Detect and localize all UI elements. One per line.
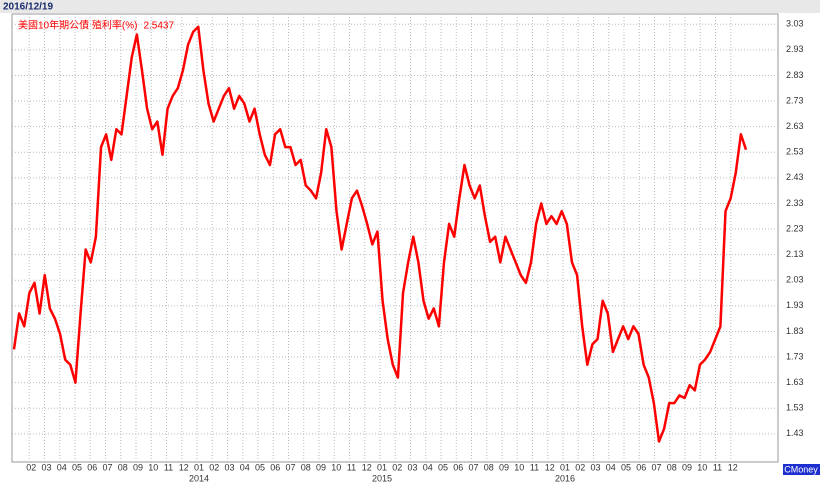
x-tick-label: 07 xyxy=(285,462,295,472)
y-tick-label: 2.43 xyxy=(786,172,804,182)
x-tick-label: 08 xyxy=(484,462,494,472)
x-tick-label: 11 xyxy=(530,462,539,472)
year-label: 2016 xyxy=(555,473,575,483)
x-tick-label: 01 xyxy=(194,462,204,472)
x-tick-label: 06 xyxy=(453,462,463,472)
y-tick-label: 2.63 xyxy=(786,121,804,131)
legend-label: 美國10年期公債 殖利率(%) xyxy=(18,19,137,32)
y-tick-label: 2.93 xyxy=(786,44,804,54)
x-tick-label: 07 xyxy=(651,462,661,472)
x-tick-label: 02 xyxy=(392,462,402,472)
x-tick-label: 03 xyxy=(224,462,234,472)
y-tick-label: 1.43 xyxy=(786,428,804,438)
y-tick-label: 3.03 xyxy=(786,19,804,29)
y-tick-label: 2.13 xyxy=(786,249,804,259)
latest-value: 2.5437 xyxy=(143,21,174,32)
x-tick-label: 03 xyxy=(41,462,51,472)
x-tick-label: 02 xyxy=(26,462,36,472)
x-tick-label: 05 xyxy=(621,462,631,472)
x-tick-label: 08 xyxy=(118,462,128,472)
x-tick-label: 11 xyxy=(347,462,356,472)
x-tick-label: 09 xyxy=(133,462,143,472)
x-tick-label: 11 xyxy=(713,462,722,472)
x-tick-label: 01 xyxy=(377,462,387,472)
y-tick-label: 1.73 xyxy=(786,351,804,361)
x-tick-label: 01 xyxy=(560,462,570,472)
x-tick-label: 12 xyxy=(545,462,555,472)
y-tick-label: 2.73 xyxy=(786,95,804,105)
year-label: 2014 xyxy=(189,473,209,483)
year-label: 2015 xyxy=(372,473,392,483)
y-tick-label: 1.53 xyxy=(786,403,804,413)
x-tick-label: 06 xyxy=(636,462,646,472)
x-tick-label: 08 xyxy=(301,462,311,472)
x-tick-label: 05 xyxy=(438,462,448,472)
y-tick-label: 1.83 xyxy=(786,326,804,336)
x-tick-label: 04 xyxy=(57,462,67,472)
x-tick-label: 10 xyxy=(697,462,707,472)
x-tick-label: 09 xyxy=(682,462,692,472)
x-tick-label: 09 xyxy=(316,462,326,472)
header-bar xyxy=(0,0,820,13)
x-tick-label: 11 xyxy=(164,462,173,472)
watermark-bg xyxy=(783,464,820,475)
x-tick-label: 06 xyxy=(270,462,280,472)
x-tick-label: 08 xyxy=(667,462,677,472)
y-tick-label: 1.63 xyxy=(786,377,804,387)
x-tick-label: 12 xyxy=(728,462,738,472)
x-tick-label: 04 xyxy=(240,462,250,472)
watermark: CMoney xyxy=(784,464,818,474)
x-tick-label: 10 xyxy=(514,462,524,472)
y-tick-label: 2.53 xyxy=(786,147,804,157)
x-tick-label: 03 xyxy=(407,462,417,472)
x-tick-label: 06 xyxy=(87,462,97,472)
x-tick-label: 04 xyxy=(423,462,433,472)
x-tick-label: 02 xyxy=(575,462,585,472)
x-tick-label: 10 xyxy=(148,462,158,472)
x-tick-label: 12 xyxy=(179,462,189,472)
y-tick-label: 2.33 xyxy=(786,198,804,208)
date: 2016/12/19 xyxy=(3,2,53,13)
data-line xyxy=(12,25,748,443)
y-tick-label: 2.23 xyxy=(786,223,804,233)
x-tick-label: 10 xyxy=(331,462,341,472)
y-tick-label: 1.93 xyxy=(786,300,804,310)
x-tick-label: 04 xyxy=(606,462,616,472)
x-tick-label: 05 xyxy=(72,462,82,472)
x-tick-label: 07 xyxy=(102,462,112,472)
x-tick-label: 12 xyxy=(362,462,372,472)
x-tick-label: 02 xyxy=(209,462,219,472)
x-tick-label: 03 xyxy=(590,462,600,472)
x-tick-label: 07 xyxy=(468,462,478,472)
plot-area xyxy=(11,13,779,463)
y-tick-label: 2.83 xyxy=(786,70,804,80)
x-tick-label: 09 xyxy=(499,462,509,472)
x-tick-label: 05 xyxy=(255,462,265,472)
y-tick-label: 2.03 xyxy=(786,275,804,285)
